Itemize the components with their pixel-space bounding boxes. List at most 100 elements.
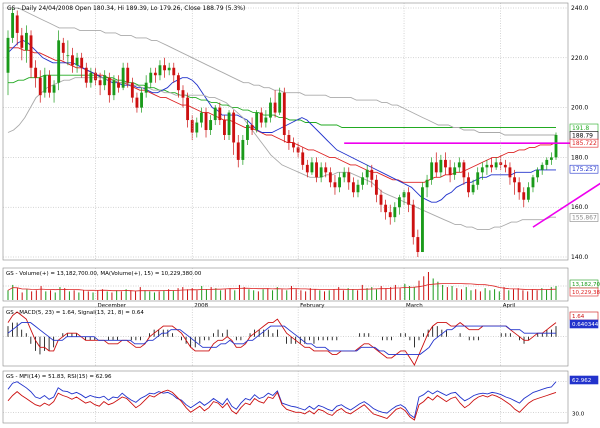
volume-panel: December 2008 February March April GS - Volu… (2, 267, 600, 309)
candle-body (264, 117, 268, 123)
candle-body (513, 177, 516, 183)
candle-body (84, 67, 88, 83)
volume-tag-box (569, 287, 599, 297)
candle-body (453, 167, 457, 175)
price-trendlines (344, 142, 600, 228)
price-tag-box (569, 164, 599, 174)
volume-month-label: 2008 (194, 303, 208, 309)
candle-body (209, 120, 213, 131)
volume-month-label: December (97, 303, 126, 309)
candle-body (273, 102, 277, 113)
candle-body (186, 97, 190, 121)
candle-body (52, 85, 56, 93)
price-tag-label: 175.257 (572, 166, 597, 173)
candle-body (540, 164, 544, 170)
candle-body (135, 97, 139, 108)
candle-body (351, 182, 355, 193)
rsi-tag-label: 30.0 (572, 411, 585, 417)
candle-body (324, 167, 328, 173)
price-tick-label: 140.0 (571, 254, 588, 261)
candle-body (121, 67, 125, 88)
candle-body (384, 204, 388, 213)
candle-body (315, 162, 318, 178)
rsi-title: GS - MFI(14) = 51.83, RSI(15) = 62.96 (6, 374, 112, 380)
candle-body (319, 167, 323, 178)
candle-body (494, 162, 498, 168)
candle-body (490, 164, 493, 168)
candle-body (167, 67, 171, 71)
candle-body (338, 177, 341, 188)
candle-body (66, 55, 70, 57)
rsi-value-tags: 62.962 30.0 (569, 375, 599, 417)
candle-body (195, 122, 199, 133)
candle-body (181, 90, 185, 98)
candle-body (103, 75, 107, 86)
price-tick-label: 240.0 (571, 5, 588, 12)
candle-body (112, 80, 116, 96)
macd-panel: GS - MACD(5, 23) = 1.64, Signal(13, 21, … (2, 306, 599, 367)
candle-body (439, 159, 443, 173)
rsi-panel-frame (2, 370, 569, 424)
candle-body (531, 177, 535, 188)
candle-body (545, 159, 549, 165)
candle-body (269, 102, 272, 118)
macd-tag-label: 1.64 (572, 314, 585, 320)
candle-body (287, 134, 291, 143)
candle-body (549, 157, 553, 160)
candle-body (522, 192, 526, 200)
candle-body (379, 194, 383, 205)
candle-body (476, 172, 480, 185)
candle-body (333, 182, 337, 188)
candle-body (153, 72, 157, 76)
candle-body (130, 82, 134, 98)
price-tick-label: 220.0 (571, 55, 588, 62)
macd-value-tags: 1.64 0.640344 (569, 311, 599, 329)
candle-body (199, 112, 203, 123)
candle-body (421, 187, 424, 253)
rsi-tag-box (569, 375, 599, 385)
candle-body (448, 167, 452, 175)
candle-body (430, 162, 434, 180)
candle-body (398, 197, 401, 208)
rsi-lines (7, 381, 557, 421)
volume-month-label: April (503, 303, 516, 309)
volume-bars (7, 272, 557, 300)
price-candles (6, 8, 558, 257)
candle-body (126, 67, 130, 83)
volume-month-label: March (406, 303, 423, 309)
candle-body (361, 177, 365, 185)
candle-body (250, 125, 254, 131)
volume-tag-label: 10,229,38 (572, 290, 600, 296)
candle-body (462, 162, 466, 178)
price-tick-label: 160.0 (571, 204, 588, 211)
macd-tag-label: 0.640344 (572, 322, 599, 328)
candle-body (301, 152, 305, 165)
candle-body (503, 164, 507, 168)
volume-panel-frame (2, 267, 569, 302)
macd-signal-line (7, 322, 556, 355)
rsi-panel: GS - MFI(14) = 51.83, RSI(15) = 62.96 62… (2, 370, 599, 424)
candle-body (107, 77, 111, 96)
candle-body (172, 67, 176, 76)
price-gridlines (3, 7, 568, 258)
moving-average-line-2 (7, 39, 556, 203)
candle-body (370, 169, 374, 180)
candle-body (140, 92, 143, 108)
candle-body (38, 77, 42, 96)
candle-body (393, 207, 397, 218)
candle-body (61, 42, 65, 53)
volume-tag-label: 13,182,70 (572, 282, 600, 288)
mfi-line (7, 389, 557, 421)
candle-body (98, 80, 102, 86)
candle-body (20, 35, 24, 48)
candle-body (117, 82, 120, 88)
candle-body (485, 164, 489, 168)
macd-lines (7, 311, 557, 366)
candle-body (158, 65, 162, 76)
moving-average-line-4 (8, 7, 556, 136)
candle-body (305, 164, 309, 173)
volume-month-label: February (300, 303, 325, 309)
price-tick-label: 200.0 (571, 105, 588, 112)
